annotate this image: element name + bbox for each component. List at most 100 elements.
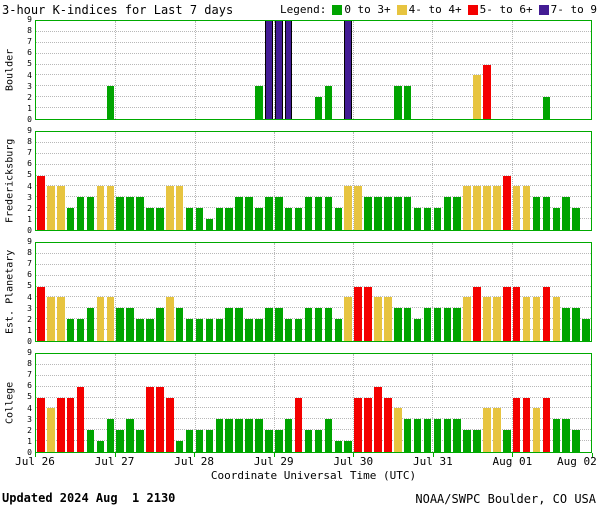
x-tick-mark — [432, 453, 434, 457]
k-bar — [403, 86, 412, 119]
k-bar — [354, 286, 362, 341]
k-bar — [512, 397, 521, 452]
k-bar — [284, 21, 293, 119]
k-bar — [453, 197, 461, 230]
k-bar — [116, 430, 124, 452]
h-gridline — [36, 141, 591, 143]
k-bar — [393, 86, 402, 119]
h-gridline — [36, 440, 591, 442]
v-gridline — [353, 21, 355, 119]
k-bar — [275, 430, 283, 452]
y-tick-label: 7 — [27, 370, 32, 380]
k-bar — [393, 197, 402, 230]
k-bar — [473, 186, 481, 230]
k-bar — [86, 430, 95, 452]
k-bar — [245, 197, 253, 230]
k-bar — [136, 197, 144, 230]
k-bar — [384, 397, 392, 452]
k-bar — [57, 297, 65, 341]
k-bar — [552, 297, 561, 341]
h-gridline — [36, 307, 591, 309]
k-bar — [542, 286, 551, 341]
y-tick-label: 9 — [27, 237, 32, 246]
h-gridline — [36, 207, 591, 209]
k-bar — [542, 397, 551, 452]
x-tick-mark — [353, 453, 355, 457]
k-bar — [473, 430, 481, 452]
k-bar — [86, 308, 95, 341]
k-bar — [443, 197, 452, 230]
k-bar — [423, 208, 432, 230]
k-bar — [146, 208, 154, 230]
y-tick-label: 0 — [27, 226, 32, 235]
k-bar — [156, 386, 164, 452]
k-bar — [374, 197, 382, 230]
legend-item-label: 5- to 6+ — [479, 3, 533, 16]
y-tick-label: 8 — [27, 359, 32, 369]
v-gridline — [194, 21, 196, 119]
y-tick-label: 4 — [27, 70, 32, 80]
y-tick-label: 7 — [27, 37, 32, 47]
k-bar — [393, 408, 402, 452]
h-gridline — [36, 185, 591, 187]
legend-swatch — [332, 4, 343, 15]
y-tick-label: 8 — [27, 26, 32, 36]
k-bar — [314, 97, 323, 119]
v-gridline — [432, 132, 434, 230]
h-gridline — [36, 152, 591, 154]
k-bar — [354, 186, 362, 230]
k-bar — [106, 186, 115, 230]
k-bar — [384, 297, 392, 341]
k-bar — [453, 308, 461, 341]
y-tick-label: 6 — [27, 48, 32, 58]
v-gridline — [194, 132, 196, 230]
v-gridline — [115, 132, 117, 230]
k-bar — [126, 308, 134, 341]
k-bar — [532, 197, 541, 230]
legend-swatch — [396, 4, 407, 15]
k-bar — [423, 308, 432, 341]
h-gridline — [36, 396, 591, 398]
panel-college — [35, 353, 592, 453]
k-bar — [364, 286, 372, 341]
k-bar — [512, 286, 521, 341]
panel-est-planetary — [35, 242, 592, 342]
k-bar — [225, 308, 234, 341]
k-bar — [532, 408, 541, 452]
legend-label: Legend: — [279, 3, 327, 16]
k-bar — [255, 86, 263, 119]
x-tick-label: Jul 28 — [174, 455, 215, 468]
x-tick-label: Jul 29 — [253, 455, 294, 468]
k-bar — [384, 197, 392, 230]
y-tick-label: 1 — [27, 214, 32, 224]
k-bar — [314, 197, 323, 230]
updated-timestamp: Updated 2024 Aug 1 2130 — [2, 491, 176, 505]
k-bar — [275, 308, 283, 341]
h-gridline — [36, 52, 591, 54]
v-gridline — [273, 21, 275, 119]
k-bar — [47, 408, 55, 452]
station-label: Boulder — [4, 48, 16, 92]
k-bar — [304, 197, 313, 230]
k-bar — [265, 21, 273, 119]
y-tick-label: 5 — [27, 281, 32, 291]
v-gridline — [273, 354, 275, 452]
k-bar — [275, 197, 283, 230]
legend-item: 7- to 9 — [538, 3, 597, 16]
station-label: College — [4, 381, 16, 425]
k-bar — [175, 186, 184, 230]
x-tick-label: Jul 31 — [412, 455, 453, 468]
k-bar — [344, 297, 352, 341]
k-bar — [175, 441, 184, 452]
k-bar — [195, 430, 204, 452]
k-bar — [166, 186, 174, 230]
k-bar — [66, 319, 75, 341]
k-bar — [324, 419, 333, 452]
v-gridline — [115, 354, 117, 452]
k-bar — [552, 419, 561, 452]
legend-item-label: 7- to 9 — [550, 3, 597, 16]
x-tick-mark — [273, 453, 275, 457]
k-bar — [225, 419, 234, 452]
k-bar — [572, 208, 580, 230]
v-gridline — [511, 243, 513, 341]
